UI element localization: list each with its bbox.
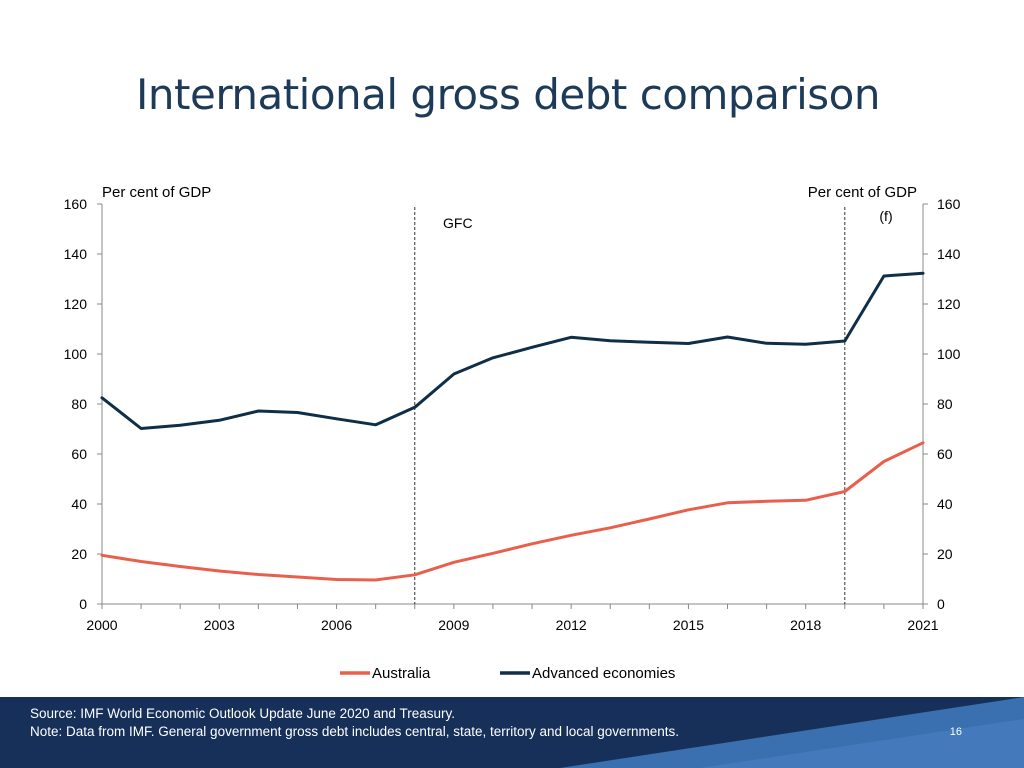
y-tick-label-left: 40 [71, 496, 87, 512]
x-tick-label: 2000 [86, 617, 117, 633]
y-tick-label-right: 0 [937, 596, 945, 612]
data-note: Note: Data from IMF. General government … [30, 724, 680, 739]
x-tick-label: 2015 [673, 617, 704, 633]
y-tick-label-left: 0 [79, 596, 87, 612]
y-tick-label-right: 120 [937, 296, 961, 312]
y-tick-label-right: 40 [937, 496, 953, 512]
y-tick-label-left: 60 [71, 446, 87, 462]
forecast-annotation: (f) [879, 208, 892, 224]
x-tick-label: 2003 [204, 617, 235, 633]
x-tick-label: 2006 [321, 617, 352, 633]
page-number: 16 [949, 726, 962, 738]
annotation-lines [414, 207, 846, 604]
gfc-annotation: GFC [443, 215, 473, 231]
y-tick-label-right: 100 [937, 346, 961, 362]
y-tick-label-left: 80 [71, 396, 87, 412]
series-line-australia [100, 441, 925, 582]
x-tick-label: 2018 [790, 617, 821, 633]
y-tick-label-right: 60 [937, 446, 953, 462]
left-axis-unit-label: Per cent of GDP [102, 184, 211, 201]
x-tick-label: 2009 [438, 617, 469, 633]
y-tick-label-left: 140 [64, 246, 88, 262]
y-tick-label-left: 20 [71, 546, 87, 562]
chart-axes: 0 0 20 20 40 40 60 60 80 80 100 100 120 120 140 140 160 1… [64, 196, 961, 633]
y-tick-label-left: 120 [64, 296, 88, 312]
footer-notes: Source: IMF World Economic Outlook Updat… [30, 705, 679, 741]
y-tick-label-right: 80 [937, 396, 953, 412]
legend-label-australia: Australia [372, 665, 431, 682]
y-tick-label-right: 140 [937, 246, 961, 262]
right-axis-unit-label: Per cent of GDP [808, 184, 917, 201]
footer-accent-shape [560, 697, 1024, 768]
y-tick-label-right: 160 [937, 196, 961, 212]
y-tick-label-right: 20 [937, 546, 953, 562]
series-group [100, 271, 925, 582]
legend-label-advanced-economies: Advanced economies [532, 665, 675, 682]
legend: Australia Advanced economies [340, 665, 675, 682]
slide-title: International gross debt comparison [136, 70, 880, 119]
x-tick-label: 2021 [907, 617, 938, 633]
footer-bar: Source: IMF World Economic Outlook Updat… [0, 697, 1024, 768]
debt-line-chart: 0 0 20 20 40 40 60 60 80 80 100 100 120 120 140 140 160 1… [64, 184, 961, 682]
y-tick-label-left: 100 [64, 346, 88, 362]
x-tick-label: 2012 [556, 617, 587, 633]
y-tick-label-left: 160 [64, 196, 88, 212]
source-note: Source: IMF World Economic Outlook Updat… [30, 706, 455, 721]
series-line-advanced-economies [100, 271, 925, 430]
